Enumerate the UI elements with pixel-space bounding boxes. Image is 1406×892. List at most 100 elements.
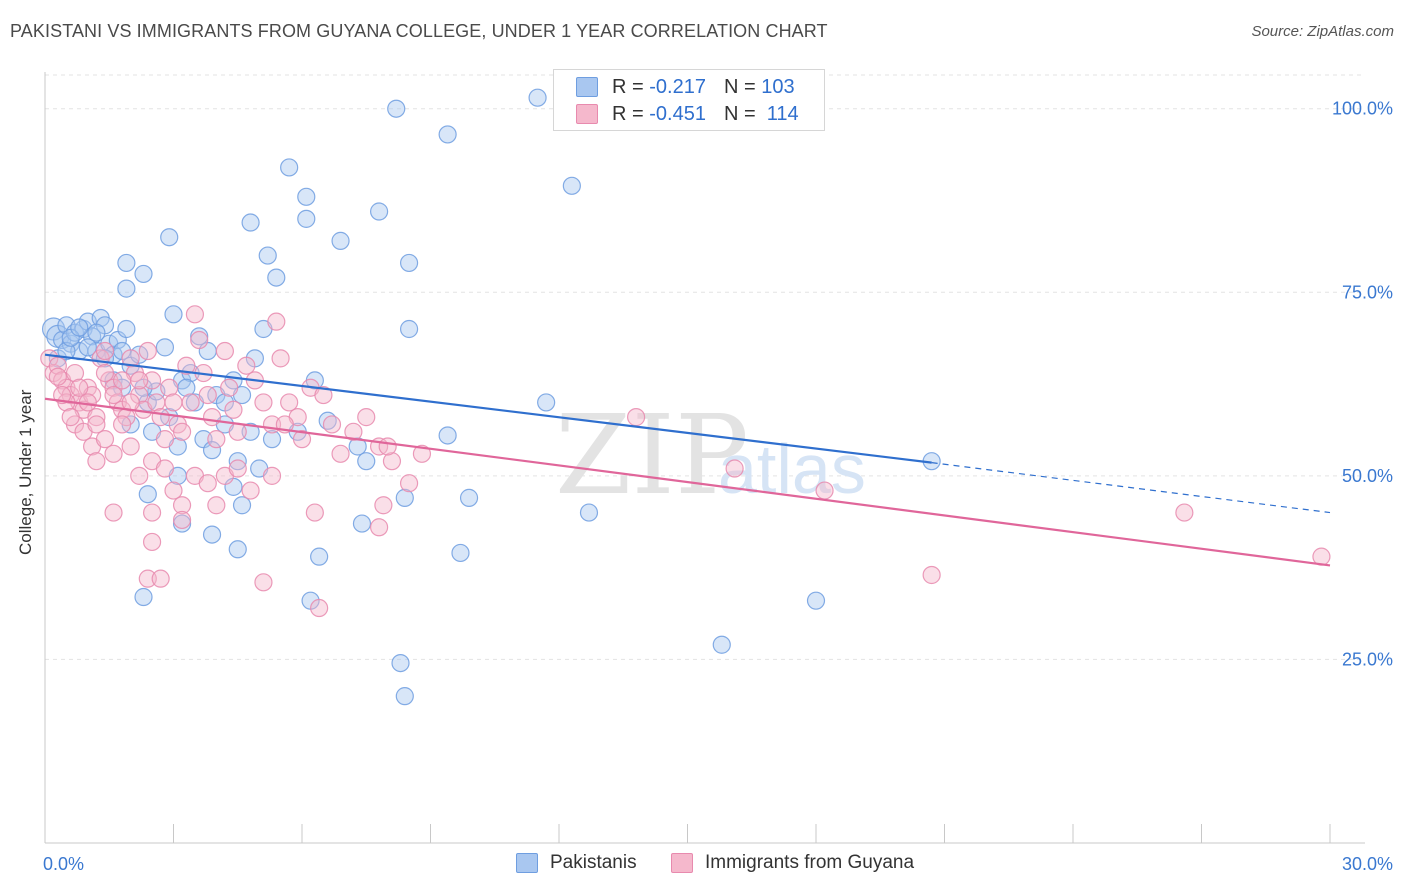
point-guyana bbox=[292, 430, 312, 449]
point-guyana bbox=[70, 378, 89, 397]
point-pakistanis bbox=[562, 176, 581, 195]
point-guyana bbox=[61, 408, 80, 427]
point-guyana bbox=[151, 408, 170, 427]
correlation-legend: R = -0.217 N = 103 R = -0.451 N = 114 bbox=[553, 69, 825, 131]
point-pakistanis bbox=[391, 653, 410, 673]
point-guyana bbox=[198, 474, 217, 493]
point-guyana bbox=[121, 437, 140, 456]
point-guyana bbox=[280, 393, 299, 412]
y-tick-label: 25.0% bbox=[1342, 649, 1393, 669]
point-guyana bbox=[228, 459, 247, 478]
point-guyana bbox=[331, 444, 350, 463]
point-guyana bbox=[382, 452, 402, 471]
point-guyana bbox=[112, 371, 132, 390]
point-pakistanis bbox=[348, 437, 367, 456]
point-guyana bbox=[207, 430, 226, 449]
point-pakistanis bbox=[579, 503, 599, 522]
point-pakistanis bbox=[262, 430, 282, 449]
point-guyana bbox=[374, 496, 393, 515]
point-guyana bbox=[412, 444, 432, 463]
legend-row-pakistanis: R = -0.217 N = 103 bbox=[576, 74, 795, 100]
point-guyana bbox=[151, 569, 170, 588]
point-guyana bbox=[237, 356, 256, 375]
point-pakistanis bbox=[160, 228, 179, 247]
trend-line-pakistanis-extension bbox=[931, 462, 1331, 514]
point-guyana bbox=[271, 349, 290, 368]
point-guyana bbox=[202, 408, 222, 427]
legend-r-value: -0.451 bbox=[649, 102, 706, 125]
point-guyana bbox=[138, 569, 157, 588]
point-guyana bbox=[104, 385, 123, 405]
point-guyana bbox=[172, 510, 192, 530]
point-pakistanis bbox=[134, 264, 153, 284]
point-guyana bbox=[95, 363, 115, 383]
point-pakistanis bbox=[297, 187, 316, 206]
axes bbox=[44, 72, 1365, 844]
point-guyana bbox=[48, 367, 67, 386]
point-guyana bbox=[626, 408, 646, 427]
point-guyana bbox=[155, 459, 175, 478]
point-guyana bbox=[310, 598, 329, 618]
point-pakistanis bbox=[138, 485, 157, 504]
point-pakistanis bbox=[228, 540, 247, 559]
bottom-legend-guyana: Immigrants from Guyana bbox=[671, 852, 914, 874]
point-guyana bbox=[322, 415, 342, 434]
bottom-legend-swatch-blue bbox=[516, 853, 538, 873]
point-pakistanis bbox=[267, 268, 286, 287]
point-guyana bbox=[78, 393, 97, 412]
point-guyana bbox=[138, 341, 157, 361]
point-pakistanis bbox=[806, 591, 826, 610]
point-guyana bbox=[190, 330, 209, 350]
point-guyana bbox=[177, 356, 196, 375]
point-pakistanis bbox=[241, 213, 260, 232]
point-guyana bbox=[160, 378, 179, 397]
point-pakistanis bbox=[78, 338, 97, 357]
legend-r-value: -0.217 bbox=[649, 75, 706, 98]
point-guyana bbox=[378, 437, 397, 456]
point-pakistanis bbox=[395, 488, 414, 507]
point-guyana bbox=[815, 481, 834, 500]
point-pakistanis bbox=[331, 231, 350, 250]
bottom-legend-pakistanis: Pakistanis bbox=[516, 852, 637, 874]
source-label: Source: ZipAtlas.com bbox=[1251, 23, 1394, 40]
point-pakistanis bbox=[399, 253, 419, 273]
point-pakistanis bbox=[134, 587, 153, 607]
point-pakistanis bbox=[232, 496, 252, 515]
point-guyana bbox=[725, 459, 744, 478]
chart-title: PAKISTANI VS IMMIGRANTS FROM GUYANA COLL… bbox=[10, 21, 828, 41]
bottom-legend-swatch-pink bbox=[671, 853, 693, 873]
point-pakistanis bbox=[117, 253, 136, 273]
point-guyana bbox=[104, 444, 123, 463]
point-pakistanis bbox=[258, 246, 277, 265]
legend-r-label: R = bbox=[612, 102, 644, 125]
y-axis-label: College, Under 1 year bbox=[16, 389, 35, 555]
point-guyana bbox=[305, 503, 324, 522]
point-pakistanis bbox=[399, 319, 419, 339]
point-pakistanis bbox=[395, 687, 414, 706]
x-tick-label-start: 0.0% bbox=[43, 854, 84, 874]
point-pakistanis bbox=[117, 279, 136, 298]
point-guyana bbox=[215, 341, 234, 361]
point-pakistanis bbox=[202, 525, 222, 544]
point-pakistanis bbox=[357, 452, 376, 471]
point-guyana bbox=[314, 385, 333, 405]
grid-lines bbox=[45, 74, 1365, 660]
point-guyana bbox=[185, 305, 205, 324]
legend-row-guyana: R = -0.451 N = 114 bbox=[576, 101, 799, 127]
legend-swatch-blue bbox=[576, 77, 598, 97]
point-guyana bbox=[65, 363, 85, 383]
y-tick-label: 100.0% bbox=[1332, 99, 1393, 119]
point-guyana bbox=[262, 466, 282, 485]
axis-labels: 25.0% 50.0% 75.0% 100.0% 0.0% 30.0% bbox=[43, 99, 1393, 874]
x-tick-label-end: 30.0% bbox=[1342, 854, 1393, 874]
point-pakistanis bbox=[438, 125, 457, 144]
point-guyana bbox=[155, 430, 175, 449]
point-guyana bbox=[357, 408, 376, 427]
point-guyana bbox=[87, 408, 106, 427]
legend-n-value: 103 bbox=[761, 75, 795, 98]
legend-swatch-pink bbox=[576, 104, 598, 124]
data-points bbox=[40, 88, 1331, 706]
bottom-legend-label: Immigrants from Guyana bbox=[705, 852, 915, 873]
point-guyana bbox=[922, 565, 941, 585]
point-pakistanis bbox=[228, 452, 247, 471]
